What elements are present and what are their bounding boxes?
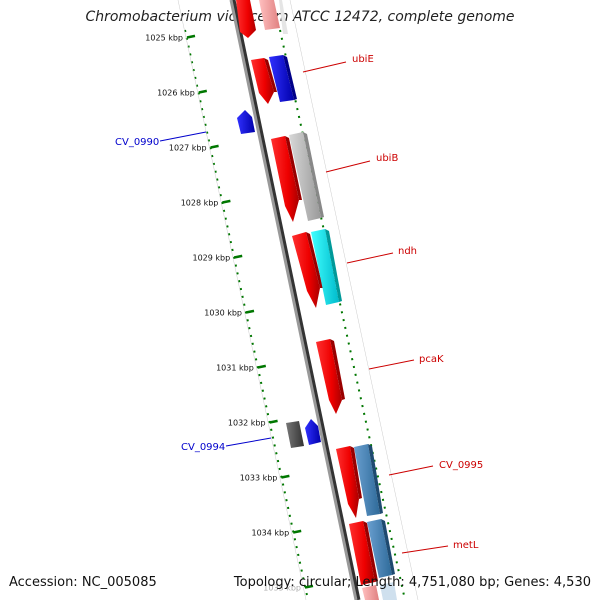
outer-track bbox=[279, 29, 406, 600]
map-title: Chromobacterium violaceum ATCC 12472, co… bbox=[85, 9, 515, 25]
feature-ubie-blue[interactable] bbox=[269, 55, 297, 102]
feature-cv0990-blue[interactable] bbox=[237, 110, 255, 134]
kbp-label: 1027 kbp bbox=[169, 144, 207, 153]
kbp-label: 1025 kbp bbox=[145, 34, 183, 43]
label-ubie: ubiE bbox=[352, 54, 374, 65]
kbp-label: 1030 kbp bbox=[204, 309, 242, 318]
kbp-label: 1026 kbp bbox=[157, 89, 195, 98]
genome-summary: Topology: circular; Length: 4,751,080 bp… bbox=[233, 575, 591, 590]
label-metl: metL bbox=[453, 540, 479, 551]
feature-ubie-red[interactable] bbox=[251, 58, 277, 104]
kbp-tick bbox=[245, 309, 255, 314]
feature-cv0995-steel[interactable] bbox=[354, 444, 383, 516]
label-cv0995: CV_0995 bbox=[439, 460, 483, 471]
label-ndh: ndh bbox=[398, 246, 417, 257]
kbp-tick bbox=[210, 144, 219, 149]
kbp-label: 1029 kbp bbox=[192, 254, 230, 263]
label-pcak: pcaK bbox=[419, 354, 444, 365]
feature-ubib-red[interactable] bbox=[271, 136, 302, 222]
label-ubib: ubiB bbox=[376, 153, 398, 164]
leader-ubib bbox=[325, 160, 371, 173]
kbp-label: 1031 kbp bbox=[216, 364, 254, 373]
feature-cv0995-red[interactable] bbox=[336, 446, 362, 518]
label-cv0990: CV_0990 bbox=[115, 137, 159, 148]
leader-metl bbox=[401, 545, 449, 554]
feature-ubib-gray[interactable] bbox=[289, 132, 324, 221]
kbp-tick bbox=[292, 529, 302, 534]
feature-bottom-partial[interactable] bbox=[362, 582, 397, 600]
kbp-tick bbox=[281, 474, 290, 479]
backbone-shadow bbox=[230, 0, 361, 600]
feature-ndh-cyan[interactable] bbox=[311, 229, 342, 305]
kbp-tick bbox=[304, 584, 314, 589]
kbp-tick bbox=[222, 199, 231, 204]
kbp-label: 1032 kbp bbox=[228, 419, 266, 428]
feature-metl-steel[interactable] bbox=[367, 519, 395, 578]
backbone bbox=[229, 0, 358, 600]
feature-top-red-partial[interactable] bbox=[236, 0, 256, 38]
kbp-tick bbox=[233, 254, 243, 259]
kbp-tick bbox=[269, 419, 278, 424]
feature-pcak-red[interactable] bbox=[316, 339, 345, 414]
kbp-tick bbox=[198, 89, 208, 94]
track-border-inner bbox=[177, 0, 307, 600]
leader-pcak bbox=[368, 359, 415, 370]
leader-ndh bbox=[346, 252, 394, 264]
leader-cv0995 bbox=[388, 465, 434, 476]
kbp-label: 1035 kbp bbox=[263, 584, 301, 593]
leader-ubie bbox=[302, 61, 347, 73]
kbp-label: 1028 kbp bbox=[181, 199, 219, 208]
feature-ndh-red[interactable] bbox=[292, 232, 323, 308]
leader-cv0990 bbox=[159, 131, 207, 142]
feature-cv0994-gray[interactable] bbox=[286, 421, 304, 448]
feature-metl-red[interactable] bbox=[349, 521, 378, 585]
accession-text: Accession: NC_005085 bbox=[9, 575, 157, 590]
feature-cv0994-blue[interactable] bbox=[305, 419, 321, 445]
feature-top-pink-partial[interactable] bbox=[259, 0, 288, 34]
kbp-tick bbox=[257, 364, 267, 369]
ruler-track bbox=[184, 29, 309, 600]
label-cv0994: CV_0994 bbox=[181, 442, 225, 453]
track-border-outer bbox=[289, 0, 419, 600]
kbp-label: 1033 kbp bbox=[240, 474, 278, 483]
leader-cv0994 bbox=[225, 437, 272, 447]
kbp-tick bbox=[186, 34, 196, 39]
kbp-label: 1034 kbp bbox=[251, 529, 289, 538]
